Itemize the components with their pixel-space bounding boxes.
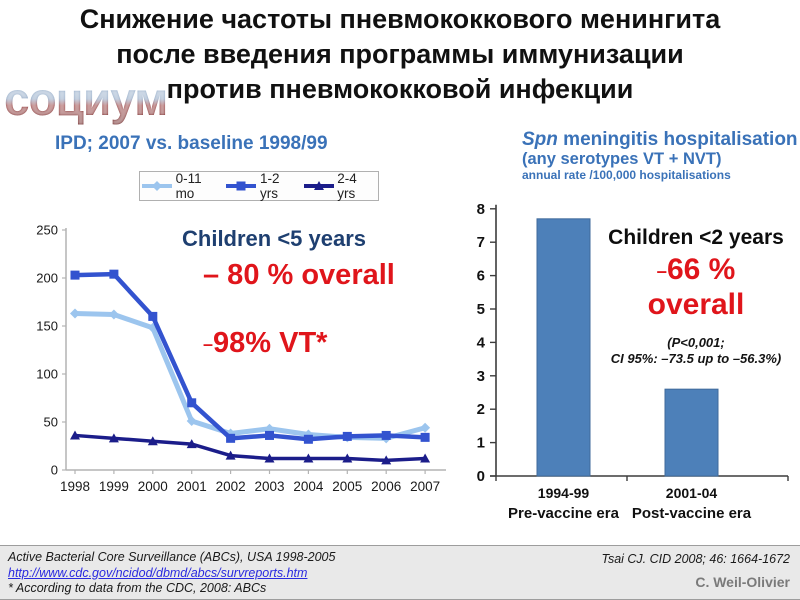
title-line-2: после введения программы иммунизации	[116, 39, 684, 69]
svg-text:250: 250	[36, 223, 58, 238]
footer: Active Bacterial Core Surveillance (ABCs…	[0, 545, 800, 600]
svg-text:150: 150	[36, 319, 58, 334]
svg-text:5: 5	[477, 301, 485, 318]
svg-text:0: 0	[51, 463, 58, 478]
slide-title: Снижение частоты пневмококкового менинги…	[0, 2, 800, 107]
minus-80-overall-label: – 80 % overall	[203, 259, 395, 291]
svg-text:2004: 2004	[293, 479, 324, 494]
minus-dash: –	[656, 259, 667, 281]
svg-text:100: 100	[36, 367, 58, 382]
minus-98-vt-label: –98% VT*	[203, 327, 327, 360]
footer-source-line: Active Bacterial Core Surveillance (ABCs…	[8, 550, 336, 564]
svg-text:0: 0	[477, 468, 485, 485]
footer-author: C. Weil-Olivier	[695, 574, 790, 590]
children-under-2-label: Children <2 years	[608, 226, 784, 249]
svg-text:6: 6	[477, 268, 485, 285]
p-value-line-1: (P<0,001;	[667, 334, 725, 350]
legend-item: 0-11 mo	[140, 171, 223, 201]
footer-citation: Tsai CJ. CID 2008; 46: 1664-1672	[601, 552, 790, 566]
legend-item: 2-4 yrs	[302, 171, 378, 201]
svg-text:2007: 2007	[410, 479, 440, 494]
svg-text:200: 200	[36, 271, 58, 286]
spn-title-line-2: (any serotypes VT + NVT)	[522, 150, 722, 169]
legend-item-label: 0-11 mo	[175, 171, 202, 201]
line-diamond-marker-icon	[142, 181, 172, 191]
legend-item-label: 2-4 yrs	[337, 171, 357, 201]
spn-bar-chart: 0 1 2 3 4 5 6 7 8 1994-99 Pre-vaccine era 2001-04 Po…	[477, 201, 789, 522]
spn-italic: Spn	[522, 129, 558, 150]
svg-text:2001: 2001	[177, 479, 207, 494]
socium-watermark: социум	[4, 73, 168, 125]
ipd-legend: 0-11 mo 1-2 yrs 2-4 yrs	[139, 171, 379, 201]
pct-66-text: 66 %	[666, 253, 736, 286]
svg-text:8: 8	[477, 201, 485, 218]
p-value-line-2: CI 95%: –73.5 up to –56.3%)	[610, 350, 782, 366]
line-triangle-marker-icon	[303, 181, 334, 190]
title-line-3: против пневмококковой инфекции	[166, 74, 634, 104]
title-line-1: Снижение частоты пневмококкового менинги…	[79, 4, 721, 34]
spn-title-line-3: annual rate /100,000 hospitalisations	[522, 167, 731, 182]
svg-text:2006: 2006	[371, 479, 401, 494]
svg-text:3: 3	[477, 368, 485, 385]
svg-text:1998: 1998	[60, 479, 90, 494]
svg-text:4: 4	[477, 334, 486, 351]
svg-text:2003: 2003	[254, 479, 284, 494]
minus-66-label: –66 %	[592, 253, 800, 286]
legend-item-label: 1-2 yrs	[260, 171, 280, 201]
svg-text:50: 50	[44, 415, 58, 430]
ipd-line-chart: 0 50 100 150 200 250 1998 1999 2000 2001 2002 2003 2…	[36, 223, 446, 494]
overall-label: overall	[647, 288, 745, 321]
svg-text:1: 1	[477, 435, 485, 452]
p-value-note: (P<0,001; CI 95%: –73.5 up to –56.3%)	[592, 335, 800, 367]
spn-title-line-1: Spn meningitis hospitalisation	[522, 129, 798, 150]
children-under-5-label: Children <5 years	[182, 226, 367, 251]
svg-text:2002: 2002	[216, 479, 246, 494]
right-annotations: Children <2 years –66 % overall (P<0,001…	[592, 226, 800, 367]
footer-credits-block: Tsai CJ. CID 2008; 46: 1664-1672 C. Weil…	[601, 552, 790, 590]
footer-source-link[interactable]: http://www.cdc.gov/ncidod/dbmd/abcs/surv…	[8, 565, 308, 580]
spn-chart-title: Spn meningitis hospitalisation (any sero…	[522, 129, 798, 182]
svg-text:1994-99: 1994-99	[538, 485, 590, 501]
svg-text:2005: 2005	[332, 479, 362, 494]
minus-dash: –	[203, 333, 213, 354]
svg-text:2000: 2000	[138, 479, 168, 494]
line-square-marker-icon	[226, 181, 257, 191]
legend-item: 1-2 yrs	[224, 171, 300, 201]
svg-text:Post-vaccine era: Post-vaccine era	[632, 505, 752, 522]
svg-text:7: 7	[477, 234, 485, 251]
svg-text:2001-04: 2001-04	[666, 485, 718, 501]
ipd-chart-title: IPD; 2007 vs. baseline 1998/99	[55, 133, 328, 154]
spn-title-rest: meningitis hospitalisation	[557, 129, 798, 150]
svg-text:Pre-vaccine era: Pre-vaccine era	[508, 505, 620, 522]
footer-asterisk-note: * According to data from the CDC, 2008: …	[8, 581, 267, 595]
svg-text:1999: 1999	[99, 479, 129, 494]
footer-source-block: Active Bacterial Core Surveillance (ABCs…	[8, 550, 335, 597]
svg-text:2: 2	[477, 401, 485, 418]
vt-percent-text: 98% VT*	[213, 327, 328, 359]
